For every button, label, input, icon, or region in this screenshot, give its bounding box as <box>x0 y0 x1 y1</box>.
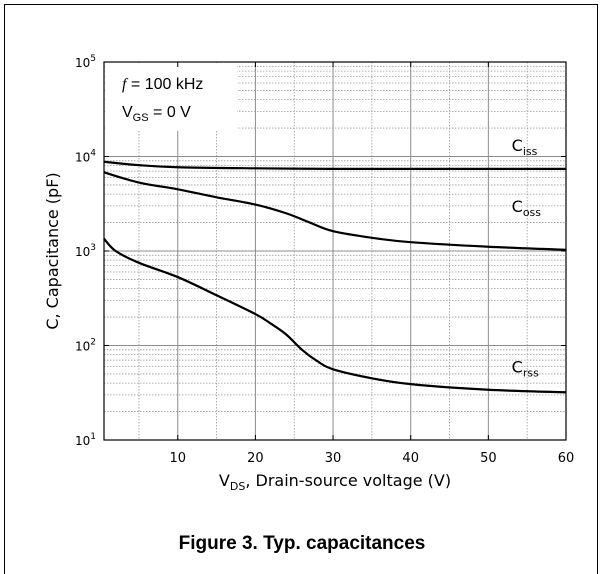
vgs-value: = 0 V <box>149 104 192 121</box>
y-tick-base: 10 <box>75 56 90 70</box>
conditions-background <box>105 63 237 131</box>
x-axis-label: VDS, Drain-source voltage (V) <box>219 471 451 493</box>
condition-vgs: VGS = 0 V <box>122 104 191 124</box>
y-tick-base: 10 <box>75 434 90 448</box>
figure-caption: Figure 3. Typ. capacitances <box>178 533 426 554</box>
series-label-symbol: C <box>512 357 523 376</box>
x-tick-label: 50 <box>480 451 497 466</box>
x-tick-label: 60 <box>558 451 575 466</box>
y-tick-label: 101 <box>75 432 96 448</box>
series-label-coss: Coss <box>512 197 542 219</box>
y-tick-base: 10 <box>75 340 90 354</box>
y-tick-exponent: 1 <box>90 432 96 442</box>
frequency-symbol: f <box>122 76 129 93</box>
series-label-ciss: Ciss <box>512 136 538 158</box>
series-label-subscript: rss <box>523 366 539 379</box>
y-tick-exponent: 3 <box>90 243 96 253</box>
y-axis-label: C, Capacitance (pF) <box>43 172 62 329</box>
vgs-symbol: V <box>122 104 133 121</box>
x-axis-label-subscript: DS <box>230 480 245 493</box>
vgs-subscript: GS <box>133 112 149 124</box>
y-tick-exponent: 4 <box>90 149 96 159</box>
test-conditions: f = 100 kHz VGS = 0 V <box>105 63 237 131</box>
series-label-subscript: iss <box>523 145 538 158</box>
series-label-crss: Crss <box>512 357 539 379</box>
y-tick-label: 105 <box>75 54 96 70</box>
series-label-symbol: C <box>512 136 523 155</box>
x-tick-label: 10 <box>169 451 186 466</box>
x-tick-label: 20 <box>247 451 264 466</box>
condition-frequency: f = 100 kHz <box>122 76 203 93</box>
series-line-crss <box>103 237 567 394</box>
series-line-coss <box>103 171 567 251</box>
series-label-subscript: oss <box>523 206 541 219</box>
y-tick-exponent: 2 <box>90 338 96 348</box>
frequency-value: = 100 kHz <box>126 76 203 93</box>
series-line-ciss <box>103 160 566 170</box>
y-tick-base: 10 <box>75 151 90 165</box>
x-axis-label-symbol: V <box>219 471 230 490</box>
series-label-symbol: C <box>512 197 523 216</box>
y-tick-exponent: 5 <box>90 54 96 64</box>
y-tick-label: 104 <box>75 149 96 165</box>
y-tick-label: 103 <box>75 243 96 259</box>
y-tick-label: 102 <box>75 338 96 354</box>
x-axis-label-text: , Drain-source voltage (V) <box>245 471 451 490</box>
x-tick-label: 40 <box>402 451 419 466</box>
figure-frame <box>4 4 598 574</box>
x-tick-label: 30 <box>325 451 342 466</box>
y-tick-base: 10 <box>75 245 90 259</box>
